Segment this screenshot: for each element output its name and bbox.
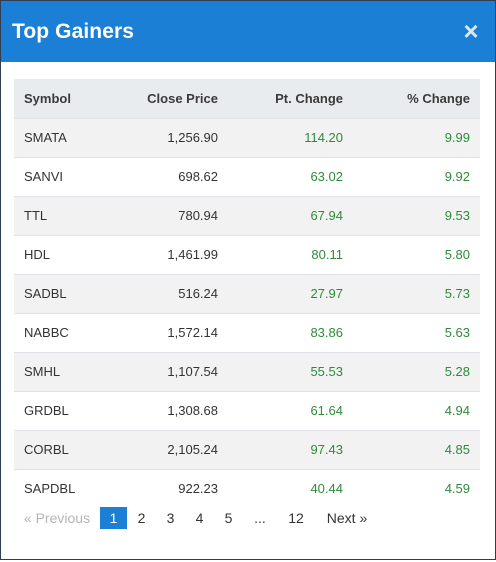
cell-pct-change: 5.28: [444, 364, 470, 379]
cell-symbol[interactable]: GRDBL: [24, 403, 69, 418]
modal-header: Top Gainers ×: [1, 1, 495, 62]
gainers-table-container: Symbol Close Price Pt. Change % Change S…: [14, 79, 480, 508]
cell-pct-change: 9.92: [444, 169, 470, 184]
table-row[interactable]: SANVI 698.62 63.02 9.92: [14, 157, 480, 196]
cell-close-price: 780.94: [178, 208, 218, 223]
cell-symbol[interactable]: TTL: [24, 208, 48, 223]
cell-pct-change: 5.63: [444, 325, 470, 340]
pagination-page-1[interactable]: 1: [100, 507, 127, 529]
cell-pt-change: 63.02: [310, 169, 343, 184]
cell-close-price: 1,308.68: [167, 403, 218, 418]
table-row[interactable]: CORBL 2,105.24 97.43 4.85: [14, 430, 480, 469]
cell-close-price: 922.23: [178, 481, 218, 497]
pagination-ellipsis: ...: [254, 510, 266, 526]
table-row[interactable]: SAPDBL 922.23 40.44 4.59: [14, 469, 480, 508]
pagination-previous[interactable]: « Previous: [23, 510, 91, 526]
cell-symbol[interactable]: SAPDBL: [24, 481, 76, 497]
cell-pct-change: 4.94: [444, 403, 470, 418]
cell-pct-change: 5.80: [444, 247, 470, 262]
cell-symbol[interactable]: HDL: [24, 247, 51, 262]
table-header-row: Symbol Close Price Pt. Change % Change: [14, 79, 480, 118]
cell-close-price: 698.62: [178, 169, 218, 184]
table-row[interactable]: GRDBL 1,308.68 61.64 4.94: [14, 391, 480, 430]
cell-symbol[interactable]: SMATA: [24, 130, 67, 145]
cell-close-price: 516.24: [178, 286, 218, 301]
pagination-page-4[interactable]: 4: [195, 510, 204, 526]
table-body: SMATA 1,256.90 114.20 9.99 SANVI 698.62 63.02 9…: [14, 118, 480, 508]
header-symbol: Symbol: [24, 90, 71, 106]
cell-pct-change: 9.53: [444, 208, 470, 223]
cell-pt-change: 114.20: [304, 130, 343, 145]
cell-pt-change: 40.44: [310, 481, 343, 497]
cell-pct-change: 9.99: [444, 130, 470, 145]
cell-pt-change: 80.11: [311, 247, 343, 262]
table-row[interactable]: TTL 780.94 67.94 9.53: [14, 196, 480, 235]
cell-close-price: 1,572.14: [167, 325, 218, 340]
pagination-page-last[interactable]: 12: [288, 510, 304, 526]
close-icon[interactable]: ×: [463, 16, 479, 46]
pagination-page-2[interactable]: 2: [137, 510, 146, 526]
cell-close-price: 2,105.24: [167, 442, 218, 457]
pagination-next[interactable]: Next »: [326, 510, 368, 526]
cell-close-price: 1,461.99: [167, 247, 218, 262]
table-row[interactable]: SADBL 516.24 27.97 5.73: [14, 274, 480, 313]
cell-pct-change: 4.59: [444, 481, 470, 497]
table-row[interactable]: HDL 1,461.99 80.11 5.80: [14, 235, 480, 274]
cell-close-price: 1,256.90: [167, 130, 218, 145]
cell-pt-change: 27.97: [310, 286, 343, 301]
header-pt-change: Pt. Change: [275, 90, 343, 106]
pagination-page-3[interactable]: 3: [166, 510, 175, 526]
gainers-table: Symbol Close Price Pt. Change % Change S…: [14, 79, 480, 508]
cell-pt-change: 55.53: [310, 364, 343, 379]
table-row[interactable]: SMATA 1,256.90 114.20 9.99: [14, 118, 480, 157]
cell-symbol[interactable]: NABBC: [24, 325, 69, 340]
pagination: « Previous 1 2 3 4 5 ... 12 Next »: [14, 507, 379, 529]
cell-symbol[interactable]: CORBL: [24, 442, 69, 457]
header-pct-change: % Change: [407, 90, 470, 106]
table-row[interactable]: SMHL 1,107.54 55.53 5.28: [14, 352, 480, 391]
cell-pct-change: 5.73: [444, 286, 470, 301]
modal-title: Top Gainers: [12, 19, 135, 43]
table-row[interactable]: NABBC 1,572.14 83.86 5.63: [14, 313, 480, 352]
cell-symbol[interactable]: SADBL: [24, 286, 67, 301]
cell-pt-change: 61.64: [310, 403, 343, 418]
cell-close-price: 1,107.54: [167, 364, 218, 379]
cell-symbol[interactable]: SMHL: [24, 364, 61, 379]
cell-symbol[interactable]: SANVI: [24, 169, 64, 184]
cell-pct-change: 4.85: [444, 442, 470, 457]
pagination-page-5[interactable]: 5: [224, 510, 233, 526]
header-close-price: Close Price: [147, 90, 218, 106]
cell-pt-change: 67.94: [310, 208, 343, 223]
cell-pt-change: 83.86: [310, 325, 343, 340]
cell-pt-change: 97.43: [310, 442, 343, 457]
